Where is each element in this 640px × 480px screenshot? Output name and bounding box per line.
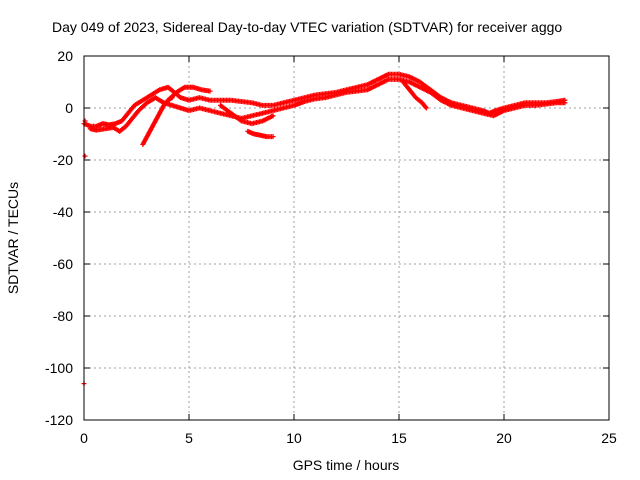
x-tick-label: 10: [286, 430, 302, 446]
y-tick-label: 0: [65, 100, 73, 116]
x-tick-label: 5: [185, 430, 193, 446]
data-point: [82, 153, 88, 159]
y-tick-label: -120: [45, 412, 73, 428]
x-axis-label: GPS time / hours: [293, 457, 400, 473]
data-points: [81, 71, 568, 387]
data-point: [270, 113, 276, 119]
x-tick-label: 20: [496, 430, 512, 446]
chart-title: Day 049 of 2023, Sidereal Day-to-day VTE…: [52, 19, 562, 35]
x-tick-label: 25: [601, 430, 617, 446]
y-tick-label: -60: [53, 256, 73, 272]
data-point: [207, 88, 213, 94]
data-point: [270, 134, 276, 140]
y-tick-label: -20: [53, 152, 73, 168]
y-axis-label: SDTVAR / TECUs: [5, 182, 21, 294]
y-tick-label: -80: [53, 308, 73, 324]
plot-frame: [83, 55, 610, 421]
data-point: [562, 100, 568, 106]
y-tick-label: -40: [53, 204, 73, 220]
x-tick-label: 15: [391, 430, 407, 446]
data-point: [423, 105, 429, 111]
x-tick-label: 0: [80, 430, 88, 446]
grid-lines: [84, 56, 609, 420]
y-tick-label: 20: [57, 48, 73, 64]
y-tick-label: -100: [45, 360, 73, 376]
